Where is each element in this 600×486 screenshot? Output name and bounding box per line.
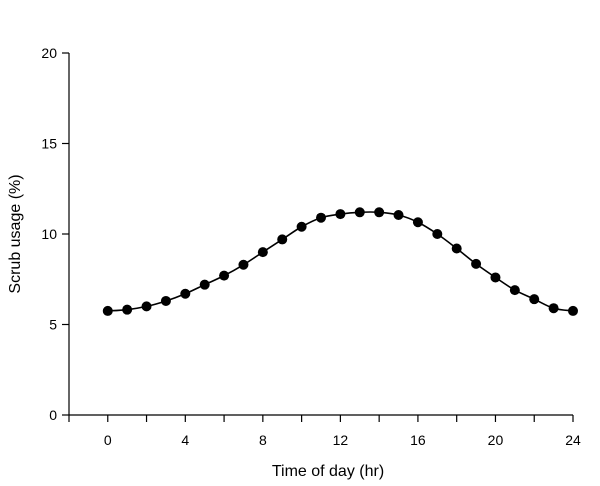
- data-point: [199, 279, 210, 290]
- data-point: [432, 229, 443, 239]
- x-tick-label: 8: [259, 432, 267, 448]
- x-tick-label: 12: [333, 432, 349, 448]
- data-point: [296, 221, 307, 232]
- x-tick-label: 4: [181, 432, 189, 448]
- data-point: [316, 212, 326, 223]
- data-point: [102, 305, 113, 316]
- data-point: [412, 217, 423, 228]
- y-tick-label: 10: [41, 226, 57, 242]
- series-line: [107, 211, 574, 312]
- data-point: [529, 294, 540, 305]
- y-tick-label: 20: [41, 45, 57, 61]
- data-point: [568, 305, 578, 316]
- data-point: [374, 207, 385, 218]
- x-tick-label: 24: [565, 432, 581, 448]
- x-tick-label: 16: [410, 432, 426, 448]
- data-point: [490, 272, 501, 283]
- data-point: [548, 303, 559, 314]
- data-point: [471, 258, 482, 269]
- data-points: [102, 207, 578, 316]
- data-point: [257, 247, 268, 258]
- data-point: [335, 209, 346, 220]
- y-tick-label: 5: [49, 317, 57, 333]
- data-point: [122, 304, 133, 315]
- y-tick-label: 0: [49, 407, 57, 423]
- y-ticks: 0 5 10 15 20: [41, 45, 69, 423]
- data-point: [277, 234, 288, 245]
- y-tick-label: 15: [41, 136, 57, 152]
- x-tick-label: 20: [488, 432, 504, 448]
- y-axis-label: Scrub usage (%): [7, 174, 24, 293]
- axes: [68, 53, 573, 416]
- data-point: [393, 209, 404, 220]
- data-point: [238, 259, 249, 270]
- data-point: [219, 270, 230, 281]
- x-axis-label: Time of day (hr): [272, 463, 384, 480]
- data-point: [141, 301, 152, 312]
- data-point: [160, 295, 171, 306]
- x-ticks: 0 4 8 12 16 20 24: [68, 415, 581, 448]
- data-point: [180, 288, 191, 299]
- data-point: [451, 243, 462, 254]
- data-point: [354, 207, 365, 218]
- x-tick-label: 0: [104, 432, 112, 448]
- data-point: [509, 285, 520, 296]
